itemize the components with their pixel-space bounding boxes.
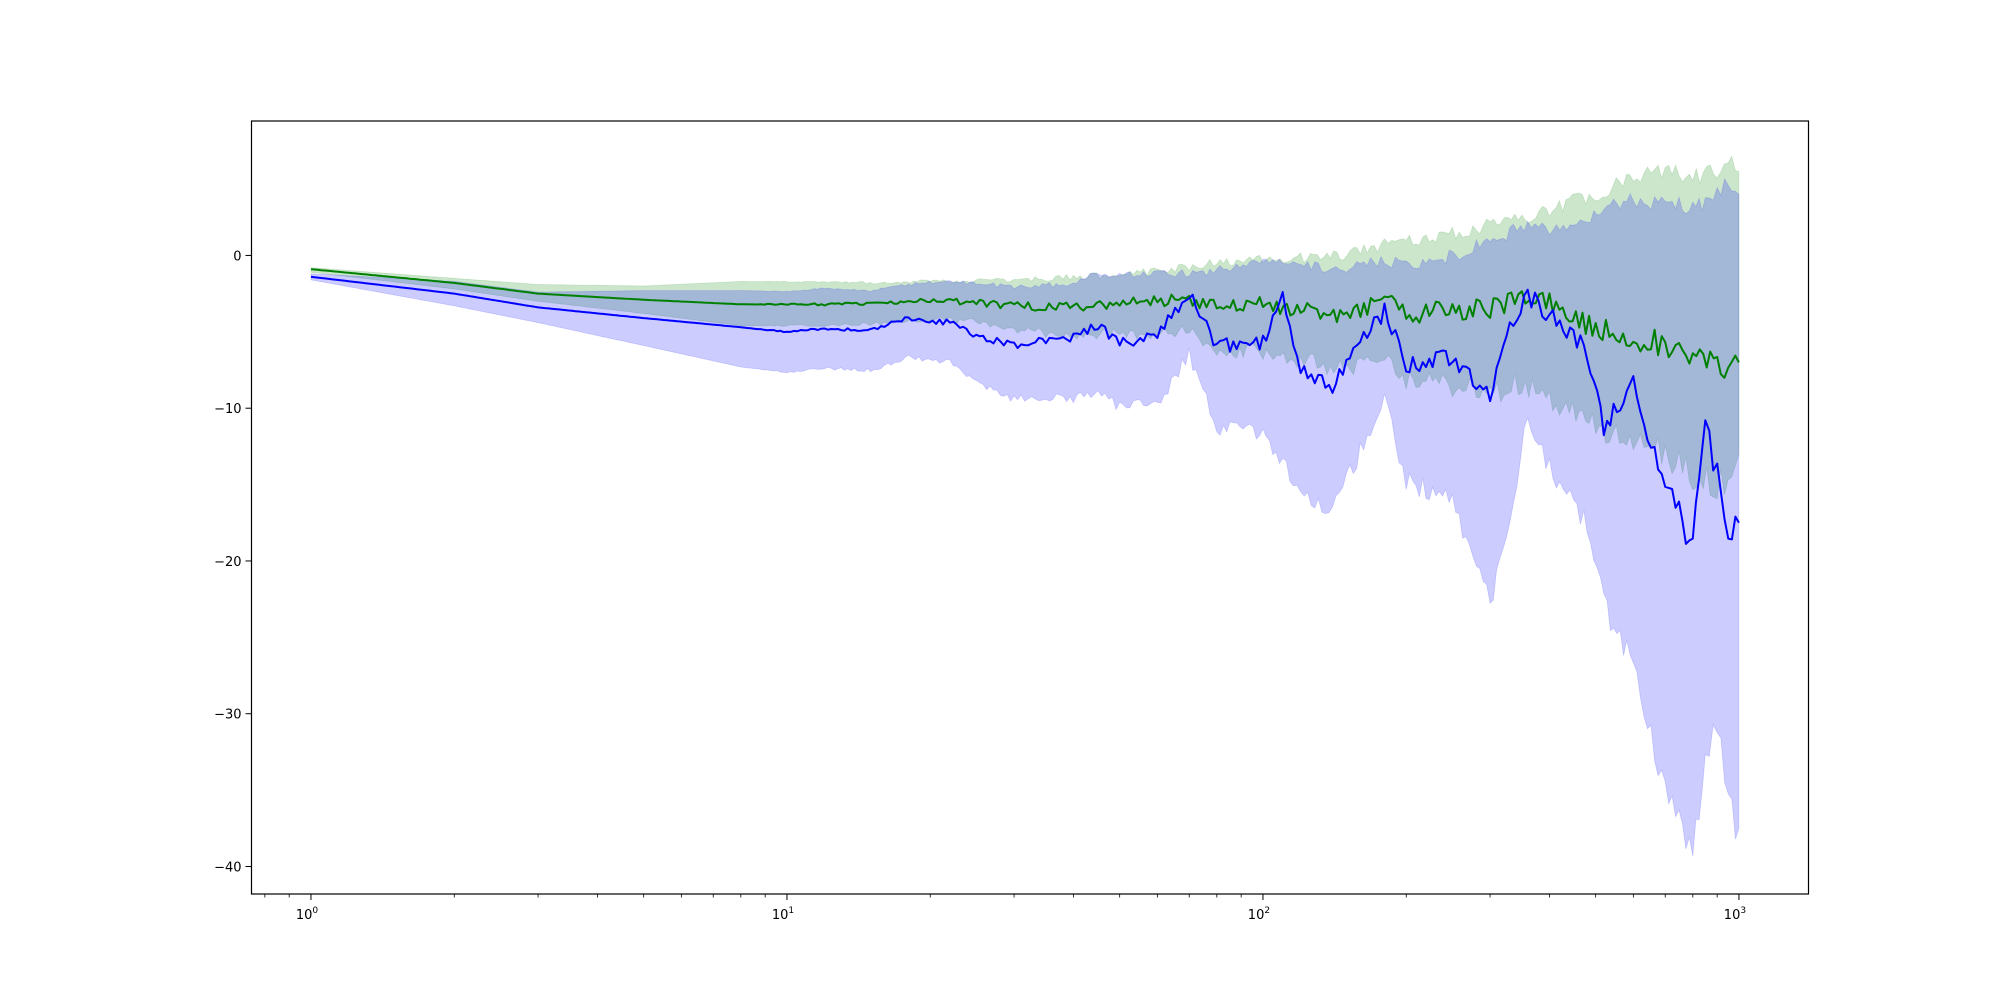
- series-band-2: [310, 177, 1740, 857]
- y-axis: 0 −10 −20 −30 −40: [214, 249, 252, 876]
- x-tick-label: 101: [772, 906, 794, 923]
- confidence-bands: [310, 155, 1740, 857]
- y-tick-label: −20: [214, 555, 241, 570]
- x-tick-label: 100: [296, 906, 319, 923]
- x-tick-label: 103: [1724, 906, 1746, 923]
- series-line-1: [310, 268, 1740, 379]
- y-tick-label: −10: [214, 402, 241, 417]
- y-tick-label: −40: [214, 861, 241, 876]
- x-tick-label: 102: [1248, 906, 1270, 923]
- series-line-2: [310, 275, 1740, 545]
- y-tick-label: −30: [214, 708, 241, 723]
- y-tick-label: 0: [233, 249, 241, 264]
- series-lines: [310, 268, 1740, 545]
- plot-frame: [250, 120, 1810, 895]
- x-axis: 100 101 102 103: [264, 894, 1746, 923]
- series-band-1: [310, 155, 1740, 500]
